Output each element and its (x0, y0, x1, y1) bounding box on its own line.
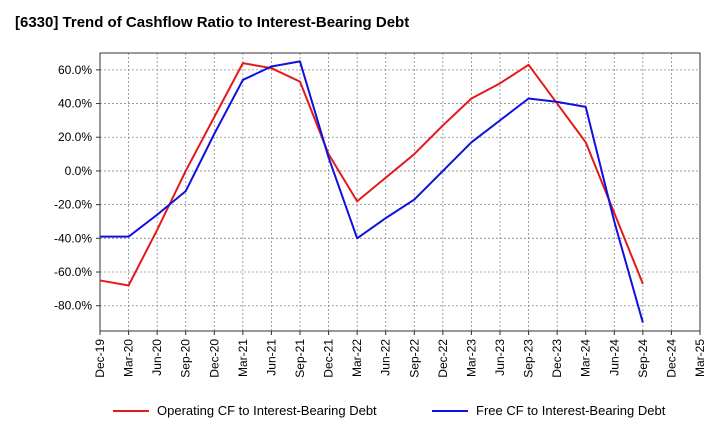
legend: Operating CF to Interest-Bearing Debt Fr… (0, 403, 720, 427)
legend-swatch-free (432, 409, 468, 412)
x-tick-label: Dec-21 (322, 339, 336, 378)
x-tick-label: Mar-23 (464, 339, 478, 377)
legend-item-free: Free CF to Interest-Bearing Debt (432, 403, 665, 418)
x-tick-label: Jun-24 (607, 339, 621, 376)
x-tick-label: Dec-23 (550, 339, 564, 378)
x-tick-label: Sep-20 (179, 339, 193, 378)
y-tick-label: -60.0% (54, 265, 92, 279)
x-tick-label: Mar-24 (579, 339, 593, 377)
grid-layer (100, 53, 700, 331)
series-layer (99, 60, 644, 323)
x-tick-label: Jun-22 (379, 339, 393, 376)
x-tick-label: Dec-24 (664, 339, 678, 378)
y-axis-ticks: 60.0% 40.0% 20.0% 0.0% -20.0% -40.0% -60.0% -80… (54, 63, 100, 313)
y-tick-label: 60.0% (58, 63, 92, 77)
plot-area-frame (99, 52, 701, 332)
x-axis-ticks: Dec-19 Mar-20 Jun-20 Sep-20 Dec-20 Mar-21 Jun-… (93, 331, 707, 378)
x-tick-label: Dec-22 (436, 339, 450, 378)
x-tick-label: Sep-24 (636, 339, 650, 378)
x-tick-label: Dec-20 (207, 339, 221, 378)
x-tick-label: Sep-23 (522, 339, 536, 378)
legend-swatch-operating (113, 409, 149, 412)
legend-label-free: Free CF to Interest-Bearing Debt (476, 403, 666, 418)
x-tick-label: Mar-21 (236, 339, 250, 377)
legend-label-operating: Operating CF to Interest-Bearing Debt (157, 403, 377, 418)
x-tick-label: Sep-21 (293, 339, 307, 378)
y-tick-label: 20.0% (58, 130, 92, 144)
x-tick-label: Mar-22 (350, 339, 364, 377)
x-tick-label: Dec-19 (93, 339, 107, 378)
x-tick-label: Mar-25 (693, 339, 707, 377)
chart-title: [6330] Trend of Cashflow Ratio to Intere… (15, 14, 410, 31)
y-tick-label: 40.0% (58, 97, 92, 111)
x-tick-label: Jun-23 (493, 339, 507, 376)
series-line-free-cf (100, 60, 644, 323)
y-tick-label: 0.0% (65, 164, 93, 178)
y-tick-label: -80.0% (54, 299, 92, 313)
series-line-operating-cf (99, 62, 644, 287)
y-tick-label: -20.0% (54, 198, 92, 212)
x-tick-label: Jun-21 (264, 339, 278, 376)
x-tick-label: Sep-22 (407, 339, 421, 378)
x-tick-label: Mar-20 (122, 339, 136, 377)
legend-item-operating: Operating CF to Interest-Bearing Debt (113, 403, 377, 418)
x-tick-label: Jun-20 (150, 339, 164, 376)
y-tick-label: -40.0% (54, 231, 92, 245)
